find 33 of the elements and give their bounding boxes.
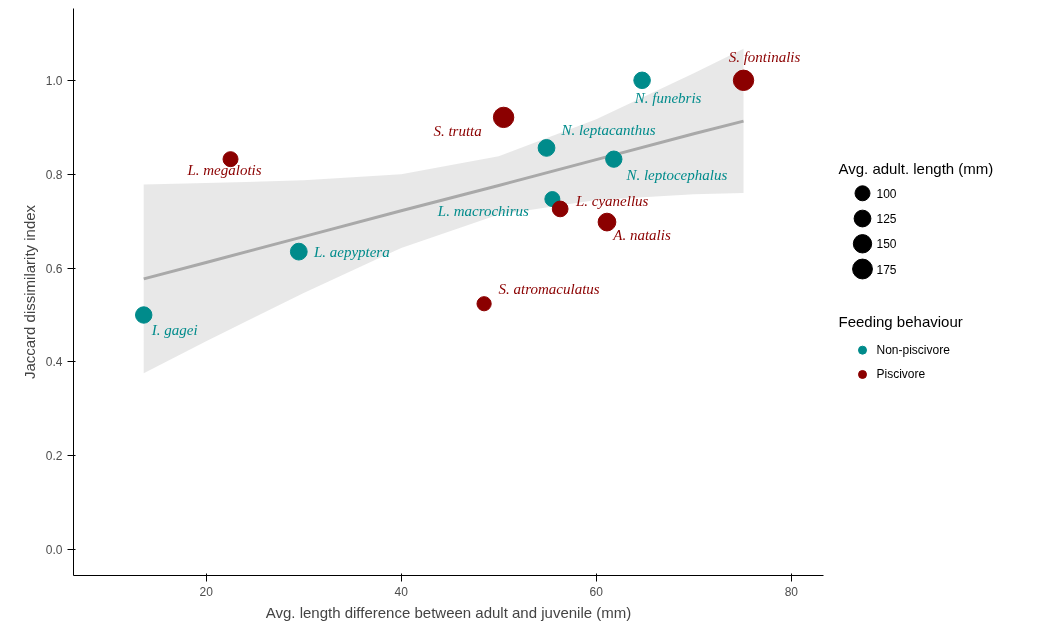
annotation: A. natalis [612,227,671,244]
y-tick-label: 0.4 [45,355,63,370]
annotation: I. gagei [150,322,198,338]
annotation: L. macrochirus [436,203,530,220]
annotation: N. funebris [633,90,702,107]
annotation: L. megalotis [186,162,262,179]
y-tick-label: 0.6 [45,261,63,276]
legend-label: 100 [876,186,897,201]
x-tick-label: 80 [784,584,799,599]
y-tick-label: 0.2 [45,449,63,464]
legend-label: Piscivore [876,367,926,382]
x-tick-label: 60 [589,584,604,599]
annotation: N. leptacanthus [560,121,656,138]
x-tick-label: 40 [394,584,409,599]
legend-label: 175 [876,262,897,277]
annotation: S. atromaculatus [498,280,600,297]
x-tick-label: 20 [199,584,214,599]
legend-label: 125 [876,212,897,227]
annotation: N. leptocephalus [625,167,728,184]
line-series [142,119,746,281]
y-tick-label: 0.0 [45,543,63,558]
y-tick-label: 1.0 [45,73,63,88]
y-tick-label: 0.8 [45,167,63,182]
annotation: L. aepyptera [312,243,390,260]
legend-title: Feeding behaviour [838,312,963,330]
legend-label: 150 [876,237,897,252]
y-axis-title: Jaccard dissimilarity index [20,204,38,380]
annotation: S. trutta [433,123,482,140]
legend-label: Non-piscivore [876,343,951,358]
annotation: L. cyanellus [574,192,649,209]
annotation: S. fontinalis [728,49,801,66]
x-axis-title: Avg. length difference between adult and juvenile (mm) [265,603,632,621]
text: Avg. adult. length (mm) [838,159,994,177]
